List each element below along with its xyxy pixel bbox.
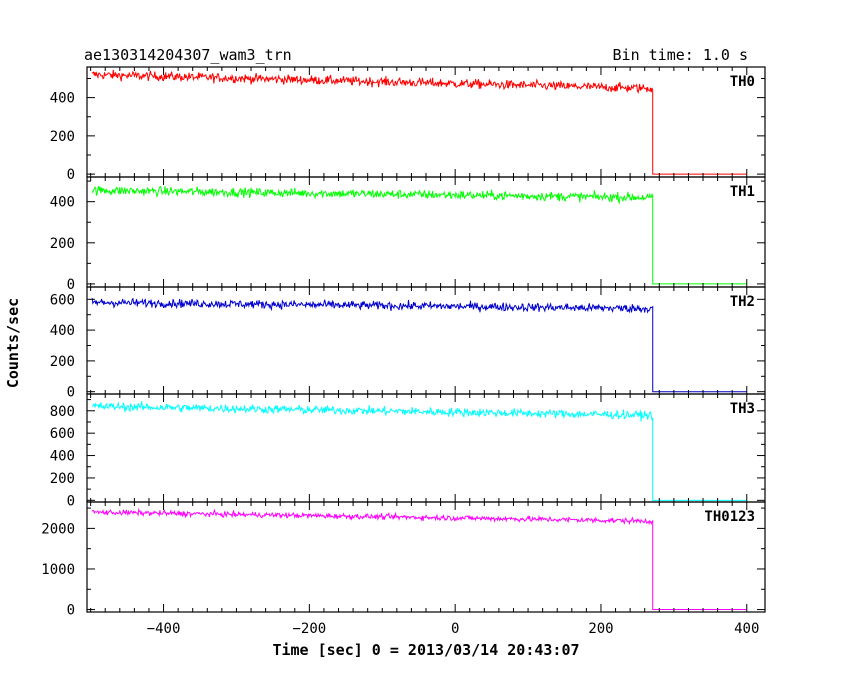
x-tick-label: −400 (147, 621, 181, 637)
y-tick-label: 0 (67, 385, 75, 401)
x-tick-label: 0 (451, 621, 459, 637)
series-line-th3 (92, 401, 747, 501)
x-tick-label: −200 (292, 621, 326, 637)
panel-label-th3: TH3 (730, 401, 755, 417)
panel-frame (86, 176, 766, 288)
series-line-th1 (91, 185, 747, 285)
bin-time-label: Bin time: 1.0 s (613, 46, 748, 64)
panel-label-th2: TH2 (730, 294, 755, 310)
panel-label-th0123: TH0123 (704, 509, 755, 525)
y-tick-label: 800 (50, 404, 75, 420)
panel-th3: 0 200 400 600 800 TH3 (50, 393, 766, 509)
panel-label-th1: TH1 (730, 184, 755, 200)
x-tick-label: 200 (588, 621, 613, 637)
series-line-th2 (91, 297, 747, 393)
panel-th1: 0 200 400 TH1 (50, 176, 766, 293)
y-tick-label: 200 (50, 236, 75, 252)
panel-label-th0: TH0 (730, 74, 755, 90)
panel-frame (86, 501, 766, 613)
y-axis-label: Counts/sec (4, 298, 22, 388)
panel-th0: 0 200 400 TH0 (50, 66, 766, 183)
x-ticks-group: −400 −200 0 200 400 (147, 621, 760, 637)
y-tick-label: 0 (67, 493, 75, 509)
y-tick-label: 0 (67, 603, 75, 619)
y-tick-label: 400 (50, 91, 75, 107)
x-tick-label: 400 (734, 621, 759, 637)
y-tick-label: 200 (50, 471, 75, 487)
y-tick-label: 0 (67, 167, 75, 183)
y-tick-label: 400 (50, 449, 75, 465)
x-axis-label: Time [sec] 0 = 2013/03/14 20:43:07 (272, 641, 579, 659)
y-tick-label: 200 (50, 354, 75, 370)
chart-title: ae130314204307_wam3_trn (84, 46, 292, 64)
y-tick-label: 600 (50, 292, 75, 308)
series-line-th0123 (91, 507, 747, 611)
y-tick-label: 400 (50, 323, 75, 339)
y-tick-label: 200 (50, 129, 75, 145)
panel-th2: 0 200 400 600 TH2 (50, 286, 766, 401)
y-tick-label: 400 (50, 195, 75, 211)
y-tick-label: 2000 (41, 521, 75, 537)
y-tick-label: 1000 (41, 562, 75, 578)
y-tick-label: 0 (67, 277, 75, 293)
panel-th0123: 0 1000 2000 TH0123 (41, 501, 766, 619)
y-tick-label: 600 (50, 426, 75, 442)
panels-group: 0 200 400 TH0 0 200 400 TH1 0 200 400 600 TH2 0 200 400… (41, 66, 766, 619)
series-line-th0 (91, 69, 747, 175)
